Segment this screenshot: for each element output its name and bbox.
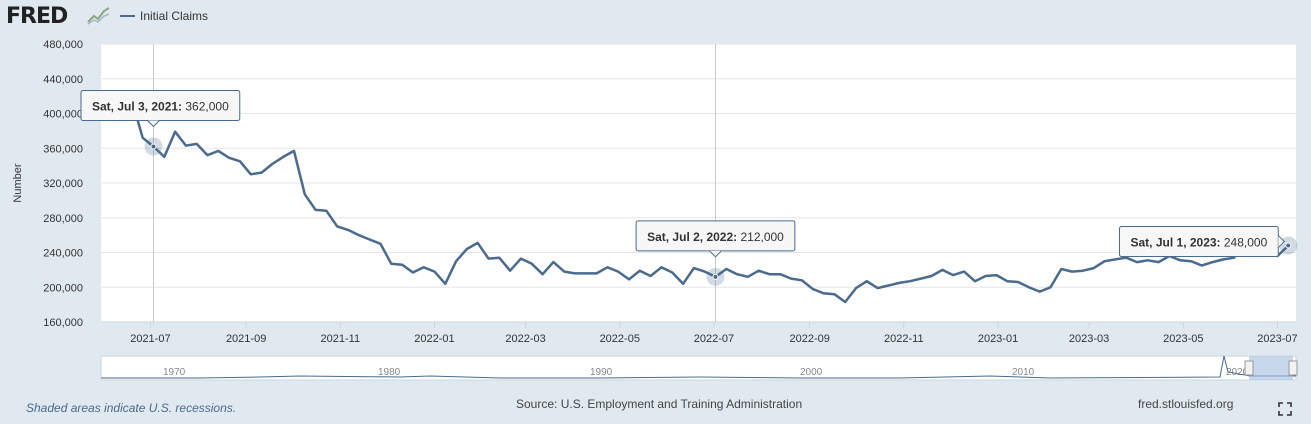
navigator-ticks: 1970 1980 1990 2000 2010 2020 xyxy=(163,367,1249,378)
tooltip: Sat, Jul 1, 2023: 248,000 xyxy=(1119,226,1285,258)
hover-markers xyxy=(144,137,1298,286)
x-tick-label: 2021-07 xyxy=(130,333,170,345)
tooltip-value: 248,000 xyxy=(1221,236,1268,250)
y-tick-label: 200,000 xyxy=(43,282,83,294)
x-tick-label: 2021-11 xyxy=(321,333,361,345)
tooltip-date: Sat, Jul 2, 2022: xyxy=(647,230,737,244)
navigator-right-handle[interactable] xyxy=(1288,360,1298,376)
x-tick-label: 2022-05 xyxy=(600,333,640,345)
tooltip-text: Sat, Jul 1, 2023: 248,000 xyxy=(1131,236,1268,250)
tooltip-pointer xyxy=(1277,235,1285,248)
y-tick-label: 400,000 xyxy=(43,109,83,121)
fred-chart-icon xyxy=(87,5,110,25)
hover-point xyxy=(1285,242,1292,249)
y-tick-label: 320,000 xyxy=(43,178,83,190)
y-tick-label: 240,000 xyxy=(43,248,83,260)
navigator-tick-label: 1980 xyxy=(378,367,401,378)
hover-point xyxy=(150,143,157,150)
x-tick-label: 2023-05 xyxy=(1163,333,1203,345)
tooltip-value: 362,000 xyxy=(182,100,229,114)
x-tick-label: 2022-09 xyxy=(789,333,829,345)
tooltips: Sat, Jul 3, 2021: 362,000 Sat, Jul 2, 202… xyxy=(80,90,1285,258)
fullscreen-icon[interactable] xyxy=(1278,402,1292,416)
x-tick-label: 2023-07 xyxy=(1257,333,1297,345)
x-tick-label: 2021-09 xyxy=(226,333,266,345)
navigator-tick-label: 1970 xyxy=(163,367,186,378)
navigator-tick-label: 2020 xyxy=(1226,367,1249,378)
y-axis-ticks: 160,000 200,000 240,000 280,000 320,000 360,0… xyxy=(43,39,83,329)
x-axis-ticks: 2021-07 2021-09 2021-11 2022-01 2022-03 2022-… xyxy=(130,322,1298,345)
x-tick-label: 2023-01 xyxy=(978,333,1018,345)
y-axis-label: Number xyxy=(12,163,24,202)
navigator-left-handle[interactable] xyxy=(1244,360,1254,376)
tooltip-text: Sat, Jul 2, 2022: 212,000 xyxy=(647,230,784,244)
tooltip-date: Sat, Jul 3, 2021: xyxy=(92,100,182,114)
site-link[interactable]: fred.stlouisfed.org xyxy=(1138,397,1234,411)
y-tick-label: 160,000 xyxy=(43,317,83,329)
y-tick-label: 440,000 xyxy=(43,74,83,86)
navigator-tick-label: 1990 xyxy=(590,367,613,378)
hover-point xyxy=(712,273,719,280)
x-tick-label: 2022-01 xyxy=(414,333,454,345)
legend-label[interactable]: Initial Claims xyxy=(140,9,208,23)
navigator-tick-label: 2000 xyxy=(800,367,823,378)
gridlines xyxy=(101,43,1296,323)
x-tick-label: 2022-07 xyxy=(694,333,734,345)
tooltip-text: Sat, Jul 3, 2021: 362,000 xyxy=(92,100,229,114)
tooltip-box xyxy=(80,90,241,122)
tooltip-date: Sat, Jul 1, 2023: xyxy=(1131,236,1221,250)
series-line-initial-claims[interactable] xyxy=(130,100,1290,304)
x-tick-label: 2022-11 xyxy=(884,333,924,345)
recessions-note: Shaded areas indicate U.S. recessions. xyxy=(26,401,237,415)
tooltip: Sat, Jul 2, 2022: 212,000 xyxy=(635,220,796,258)
y-tick-label: 280,000 xyxy=(43,213,83,225)
fred-logo[interactable]: FRED xyxy=(6,4,69,29)
y-tick-label: 360,000 xyxy=(43,143,83,155)
navigator[interactable]: 1970 1980 1990 2000 2010 2020 xyxy=(100,355,1298,381)
x-tick-label: 2022-03 xyxy=(505,333,545,345)
navigator-series xyxy=(101,355,1296,379)
tooltip: Sat, Jul 3, 2021: 362,000 xyxy=(80,90,241,128)
y-tick-label: 480,000 xyxy=(43,39,83,51)
tooltip-value: 212,000 xyxy=(737,230,784,244)
navigator-selected-range[interactable] xyxy=(1249,356,1293,380)
x-tick-label: 2023-03 xyxy=(1069,333,1109,345)
source-text: Source: U.S. Employment and Training Adm… xyxy=(516,397,803,411)
tooltip-pointer xyxy=(147,120,160,128)
navigator-tick-label: 2010 xyxy=(1012,367,1035,378)
tooltip-pointer xyxy=(709,250,722,258)
